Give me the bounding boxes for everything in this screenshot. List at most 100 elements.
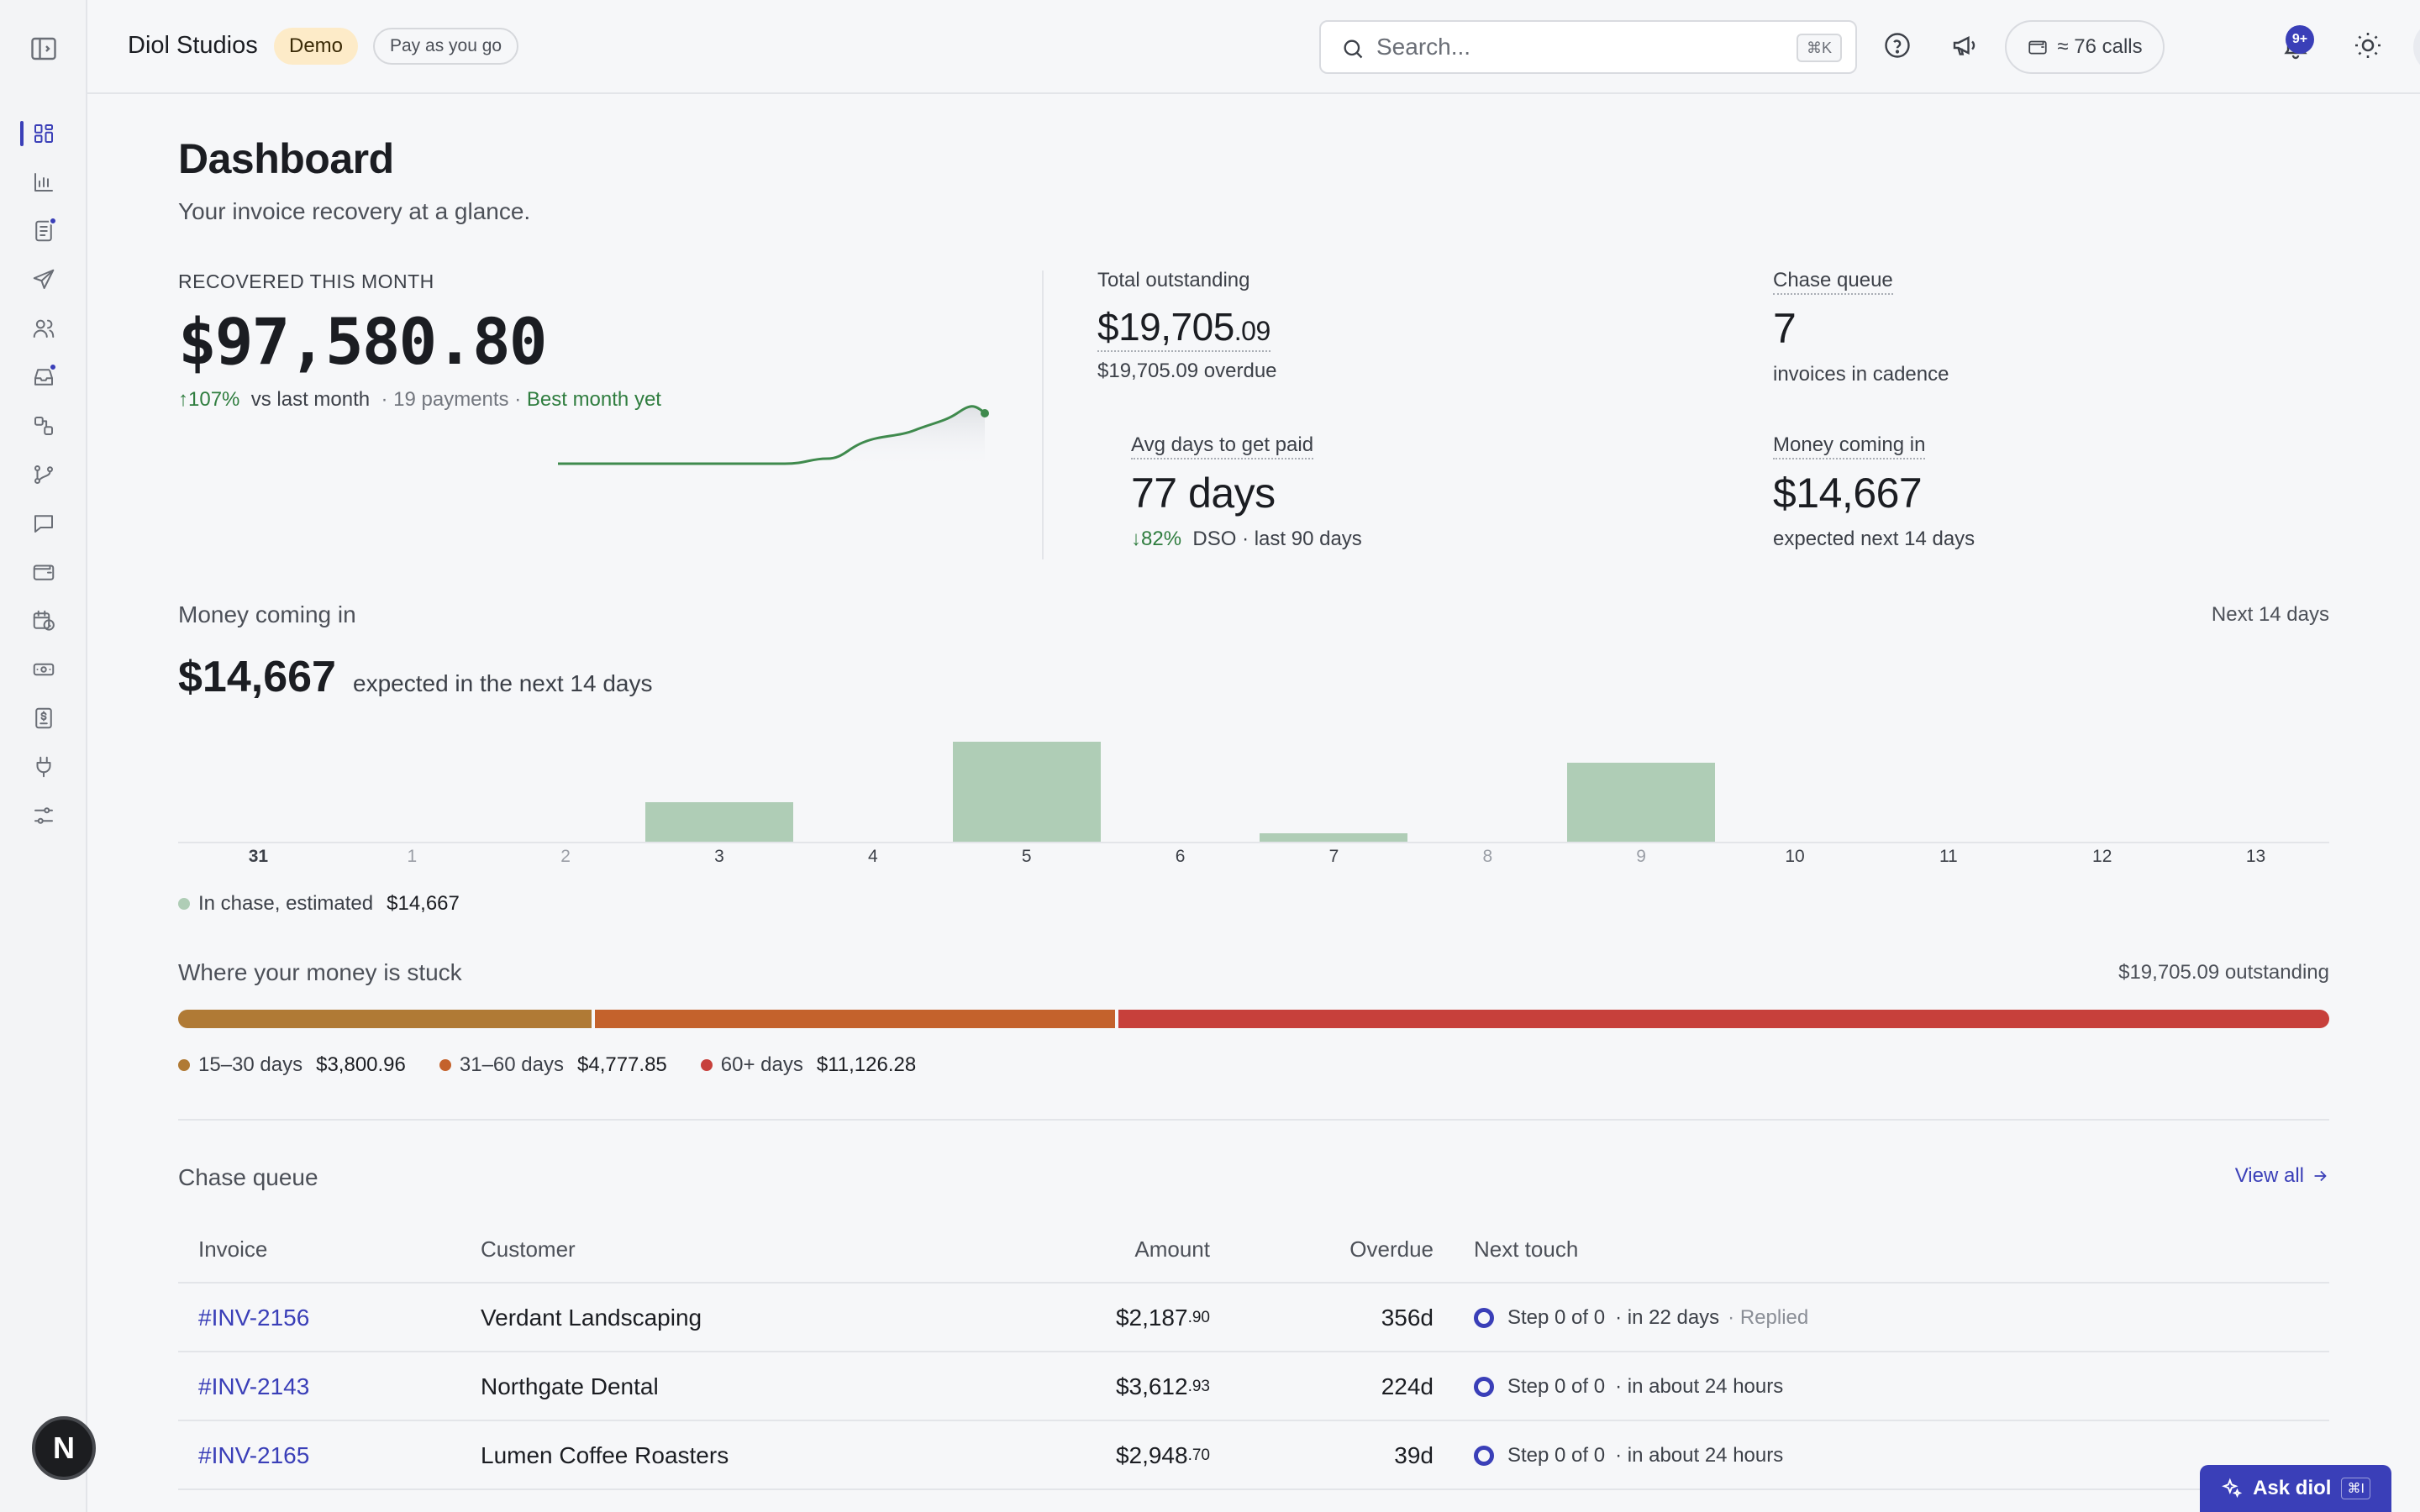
aging-segment-2[interactable]	[595, 1010, 1116, 1028]
workspace-avatar[interactable]: N	[32, 1416, 96, 1480]
invoice-link[interactable]: #INV-2165	[198, 1442, 310, 1468]
sidebar-item-dashboard[interactable]	[0, 109, 87, 158]
col-next-touch[interactable]: Next touch	[1474, 1236, 1579, 1262]
kpi-sub: ↓82% DSO · last 90 days	[1131, 528, 1362, 551]
ask-label: Ask diol	[2253, 1477, 2332, 1499]
kpi-value[interactable]: $19,705.09	[1097, 304, 1277, 352]
chart-tick-label: 7	[1328, 847, 1339, 866]
sidebar-item-inbox[interactable]	[0, 353, 87, 402]
chart-tick-label: 12	[2092, 847, 2112, 866]
chart-tick-label: 3	[714, 847, 724, 866]
top-header: Diol Studios Demo Pay as you go ⌘K ≈ 76 …	[87, 0, 2420, 94]
sparkline-endpoint	[981, 409, 989, 417]
kpi-label[interactable]: Avg days to get paid	[1131, 433, 1314, 459]
plan-badge[interactable]: Pay as you go	[373, 28, 519, 65]
sidebar-item-cash[interactable]	[0, 645, 87, 694]
sidebar-item-wallet[interactable]	[0, 548, 87, 596]
calls-balance-button[interactable]: ≈ 76 calls	[2005, 20, 2165, 74]
kpi-money-coming: Money coming in $14,667 expected next 14…	[1773, 433, 1975, 551]
invoice-link[interactable]: #INV-2143	[198, 1373, 310, 1399]
sidebar-item-send[interactable]	[0, 255, 87, 304]
dashboard-icon	[34, 124, 53, 143]
chart-tick-label: 10	[1785, 847, 1805, 866]
message-icon	[34, 515, 53, 533]
recovered-value: $97,580.80	[178, 304, 548, 379]
sidebar-item-branch[interactable]	[0, 450, 87, 499]
dollar-doc-icon	[35, 707, 52, 729]
chart-bar-7[interactable]	[1260, 833, 1408, 842]
document-icon	[35, 220, 52, 242]
recovered-change: ↑107%	[178, 388, 240, 411]
ask-diol-button[interactable]: Ask diol ⌘I	[2200, 1465, 2391, 1512]
table-row[interactable]: #INV-2165 Lumen Coffee Roasters $2,948.70 3…	[178, 1421, 2329, 1490]
megaphone-icon[interactable]	[1948, 29, 1981, 62]
sidebar-item-calendar-clock[interactable]	[0, 596, 87, 645]
money-coming-axis: 31 1 2 3 4 5 6 7 8 9 10 11 12 13	[178, 847, 2329, 880]
chart-bar-5[interactable]	[952, 742, 1101, 842]
chart-tick-label: 2	[560, 847, 571, 866]
invoice-link[interactable]: #INV-2156	[198, 1305, 310, 1331]
chart-tick-label: 9	[1636, 847, 1646, 866]
sparkline-area	[558, 407, 985, 469]
sidebar-item-sliders[interactable]	[0, 791, 87, 840]
user-avatar[interactable]: S	[2413, 20, 2420, 74]
money-coming-range[interactable]: Next 14 days	[2211, 603, 2329, 626]
step-ring-icon	[1474, 1446, 1494, 1466]
calls-balance: ≈ 76 calls	[2057, 35, 2143, 58]
ask-shortcut: ⌘I	[2341, 1478, 2370, 1499]
sidebar-item-dollar-doc[interactable]	[0, 694, 87, 743]
invoice-amount: $2,948.70	[1116, 1421, 1210, 1490]
table-row[interactable]: #INV-2143 Northgate Dental $3,612.93 224d St…	[178, 1352, 2329, 1421]
users-icon	[33, 319, 55, 338]
view-all-link[interactable]: View all	[2235, 1164, 2329, 1188]
sidebar-item-bar-chart[interactable]	[0, 158, 87, 207]
step-ring-icon	[1474, 1377, 1494, 1397]
chart-bar-9[interactable]	[1567, 763, 1716, 842]
legend-value: $14,667	[387, 892, 460, 915]
sidebar-toggle-icon[interactable]	[29, 34, 59, 64]
sidebar-item-plug[interactable]	[0, 743, 87, 791]
sidebar-item-users[interactable]	[0, 304, 87, 353]
search-box[interactable]: ⌘K	[1319, 20, 1857, 74]
kpi-sub: $19,705.09 overdue	[1097, 360, 1277, 382]
customer-name: Verdant Landscaping	[481, 1305, 702, 1331]
help-icon[interactable]	[1881, 29, 1914, 62]
kpi-sub-text: DSO · last 90 days	[1192, 528, 1362, 550]
sidebar-item-message[interactable]	[0, 499, 87, 548]
col-invoice[interactable]: Invoice	[198, 1236, 268, 1262]
demo-badge: Demo	[274, 28, 359, 65]
recovered-payments: · 19 payments ·	[381, 388, 522, 411]
kpi-label[interactable]: Chase queue	[1773, 269, 1893, 295]
kpi-label[interactable]: Money coming in	[1773, 433, 1926, 459]
chart-bar-3[interactable]	[645, 802, 793, 842]
kpi-value: $14,667	[1773, 470, 1923, 517]
recovered-label: RECOVERED THIS MONTH	[178, 270, 434, 292]
kpi-value: 7	[1773, 305, 1797, 352]
step-ring-icon	[1474, 1308, 1494, 1328]
aging-segment-3[interactable]	[1118, 1010, 2329, 1028]
chart-tick-label: 13	[2245, 847, 2266, 866]
theme-toggle-icon[interactable]	[2351, 29, 2385, 62]
col-overdue[interactable]: Overdue	[1349, 1236, 1434, 1262]
amount-whole: $2,187	[1115, 1305, 1188, 1331]
sidebar-item-workflow[interactable]	[0, 402, 87, 450]
col-customer[interactable]: Customer	[481, 1236, 576, 1262]
sparkle-icon	[2222, 1478, 2243, 1499]
amount-cents: .70	[1187, 1446, 1210, 1464]
arrow-right-icon	[2314, 1170, 2327, 1182]
table-row[interactable]: #INV-2156 Verdant Landscaping $2,187.90 356…	[178, 1284, 2329, 1352]
aging-segment-1[interactable]	[178, 1010, 592, 1028]
chart-tick-label: 5	[1021, 847, 1032, 866]
page-title: Dashboard	[178, 135, 394, 182]
search-input[interactable]	[1376, 30, 1763, 64]
unread-dot	[49, 217, 57, 225]
invoice-amount: $2,187.90	[1116, 1284, 1210, 1352]
chart-tick-label: 8	[1482, 847, 1493, 866]
money-coming-legend: In chase, estimated $14,667	[178, 892, 460, 916]
sidebar-nav	[0, 109, 87, 840]
col-amount[interactable]: Amount	[1134, 1236, 1210, 1262]
sidebar-item-document[interactable]	[0, 207, 87, 255]
amount-whole: $3,612	[1115, 1373, 1188, 1399]
aging-legend-label: 31–60 days	[459, 1053, 564, 1076]
money-coming-chart	[178, 732, 2329, 843]
